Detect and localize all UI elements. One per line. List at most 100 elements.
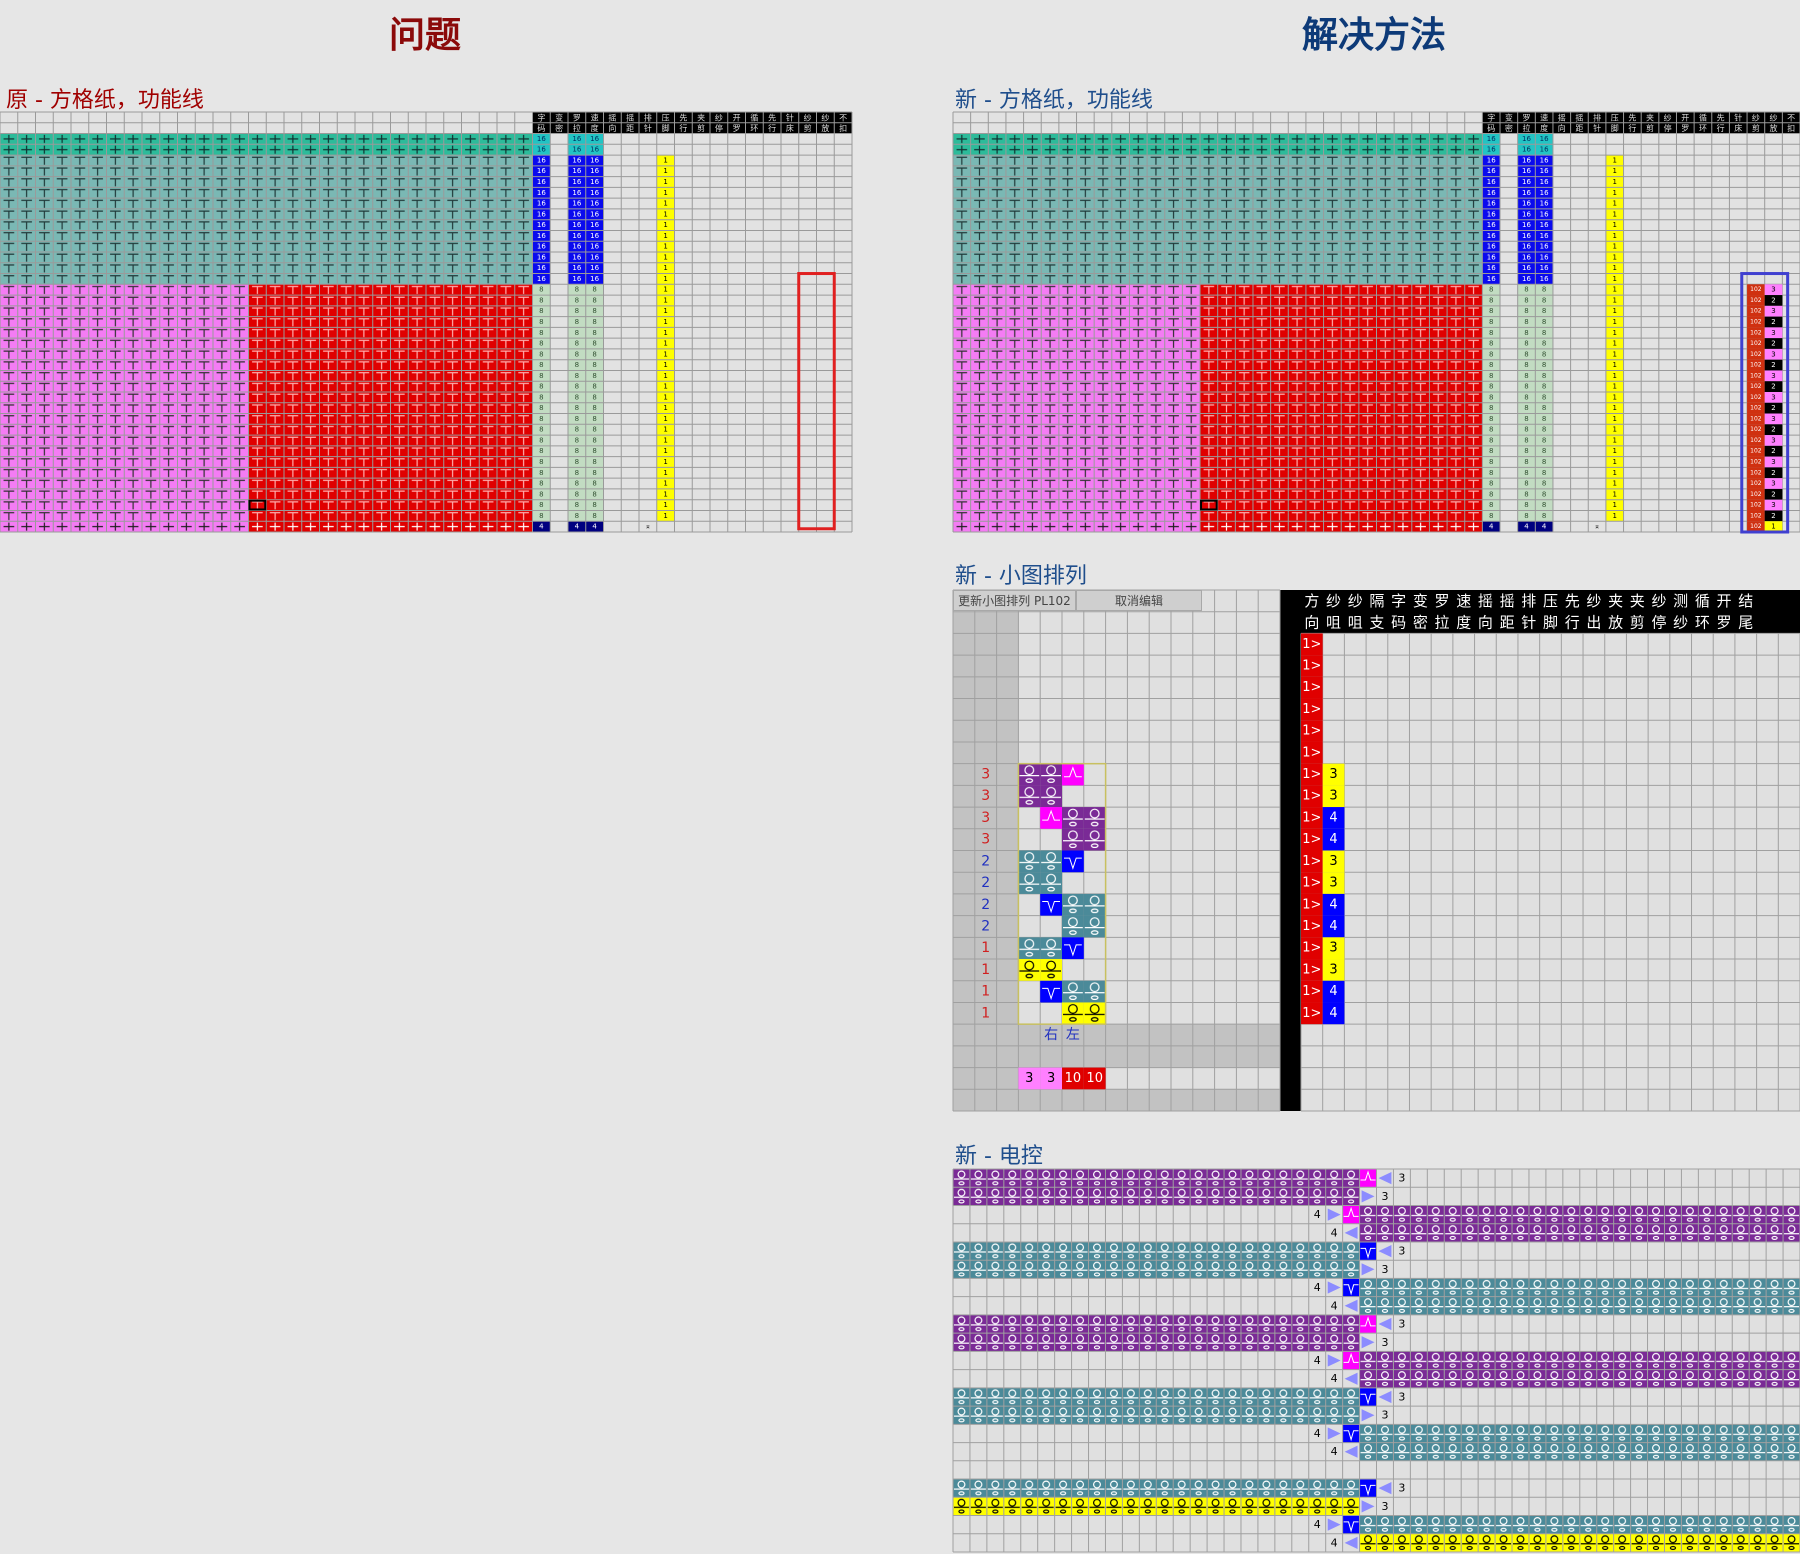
function-header-label: 距: [1500, 614, 1515, 632]
yarn-number: 3: [1381, 1190, 1388, 1203]
function-value: 16: [590, 275, 599, 283]
function-value: 8: [539, 447, 543, 455]
new-paper-grid[interactable]: 字变罗速摇摇排压先夹纱开循先针纱纱不码密拉度向距针脚行剪停罗环行床剪放扣1616…: [952, 111, 1800, 534]
function-cell: [568, 348, 586, 360]
function-value: 8: [575, 340, 579, 348]
pl-value: 3: [1771, 415, 1775, 423]
function-cell: [568, 402, 586, 414]
pl-value: 1: [1771, 523, 1775, 531]
pl-value: 2: [1771, 296, 1775, 304]
total-value: 10: [1065, 1071, 1082, 1086]
row-repeat-label: 2: [981, 897, 990, 913]
function-value: 16: [572, 275, 581, 283]
function-cell: [1535, 467, 1553, 479]
function-header: [1301, 590, 1800, 634]
function-cell: [1605, 467, 1624, 479]
function-header-label: 放: [1608, 614, 1623, 632]
function-cell: [1517, 402, 1536, 414]
function-value: 8: [1524, 512, 1528, 520]
function-cell: [1535, 295, 1553, 306]
function-cell: [1517, 488, 1536, 500]
cancel-edit-button[interactable]: 取消编辑: [1076, 590, 1202, 611]
function-value: 16: [537, 135, 546, 143]
new-control-label: 新 - 电控: [955, 1144, 1043, 1169]
function-value: 8: [1524, 286, 1528, 294]
stitch-cell-valley: [1040, 893, 1062, 916]
function-header-label: 剪: [697, 123, 705, 133]
direction-value: 1>: [1302, 962, 1321, 977]
yarn-value: 4: [1329, 810, 1337, 825]
function-header-label: 夹: [1608, 592, 1623, 610]
function-header-label: 床: [786, 123, 794, 133]
function-cell: [1605, 488, 1624, 500]
function-cell: [585, 262, 604, 274]
function-value: 16: [590, 178, 599, 186]
function-header-label: 摇: [1575, 112, 1583, 122]
arrangement-grid[interactable]: 方纱纱隔字变罗速摇摇排压先纱夹夹纱测循开结向咀咀支码密拉度向距针脚行出放剪停纱环…: [952, 589, 1800, 1112]
function-value: 1: [663, 200, 667, 208]
loop-symbol: [1083, 915, 1106, 938]
row-repeat-label: 1: [981, 962, 990, 978]
function-cell: [656, 445, 675, 457]
yarn-cell: [1322, 872, 1345, 894]
function-cell: [656, 252, 675, 263]
original-paper-grid[interactable]: 字变罗速摇摇排压先夹纱开循先针纱纱不码密拉度向距针脚行剪停罗环行床剪放扣1616…: [0, 111, 853, 533]
function-cell: [568, 521, 586, 532]
function-cell: [568, 284, 586, 296]
loop-symbol: [1062, 1002, 1084, 1025]
function-value: 16: [572, 232, 581, 240]
yarn-number: 4: [1314, 1518, 1321, 1531]
function-cell: [1605, 338, 1624, 349]
function-header-label: 摇: [626, 112, 634, 122]
function-header-label: 度: [1456, 614, 1471, 632]
function-cell: [1517, 413, 1536, 425]
function-value: 8: [592, 415, 596, 423]
yarn-value: 4: [1329, 832, 1337, 847]
function-cell: [1482, 392, 1501, 403]
update-arrangement-button[interactable]: 更新小图排列 PL102: [953, 590, 1076, 611]
function-cell: [532, 348, 551, 360]
direction-cell: [1301, 633, 1323, 656]
function-header-label: 测: [1673, 592, 1688, 610]
function-cell: [656, 208, 675, 220]
function-header-label: 开: [1681, 113, 1689, 122]
function-cell: [1517, 510, 1536, 522]
function-cell: [568, 456, 586, 468]
yarn-cell: [1322, 828, 1345, 851]
function-cell: [1482, 284, 1501, 296]
problem-title: 问题: [388, 15, 461, 56]
function-value: 1: [1612, 512, 1616, 520]
function-value: 8: [539, 469, 543, 477]
function-value: 16: [1522, 264, 1531, 272]
function-cell: [585, 144, 604, 156]
function-cell: [532, 219, 551, 231]
function-value: 1: [1612, 469, 1616, 477]
function-header-label: 排: [644, 112, 652, 122]
function-value: 8: [539, 350, 543, 358]
function-value: 8: [1489, 383, 1493, 391]
function-header-label: 拉: [573, 123, 581, 133]
function-header-label: 出: [1586, 614, 1601, 632]
function-cell: [1605, 208, 1624, 220]
function-header-label: 咀: [1326, 614, 1341, 632]
direction-cell: [1301, 655, 1323, 677]
function-cell: [532, 478, 551, 489]
function-cell: [532, 327, 551, 339]
function-cell: [656, 187, 675, 199]
direction-value: 1>: [1302, 897, 1321, 912]
function-header-label: 支: [1369, 614, 1384, 632]
valley-icon: [1360, 1393, 1376, 1405]
pl-value-cell: [1764, 435, 1783, 446]
function-value: 8: [1542, 361, 1546, 369]
function-value: 8: [539, 318, 543, 326]
loop-symbol: [1018, 785, 1041, 808]
function-value: 1: [663, 350, 667, 358]
function-cell: [1535, 187, 1553, 199]
function-cell: [1482, 456, 1501, 468]
pl-value-cell: [1764, 413, 1783, 425]
function-value: 8: [1542, 447, 1546, 455]
function-value: 8: [539, 512, 543, 520]
function-value: 16: [590, 243, 599, 251]
function-value: 8: [1524, 393, 1528, 401]
